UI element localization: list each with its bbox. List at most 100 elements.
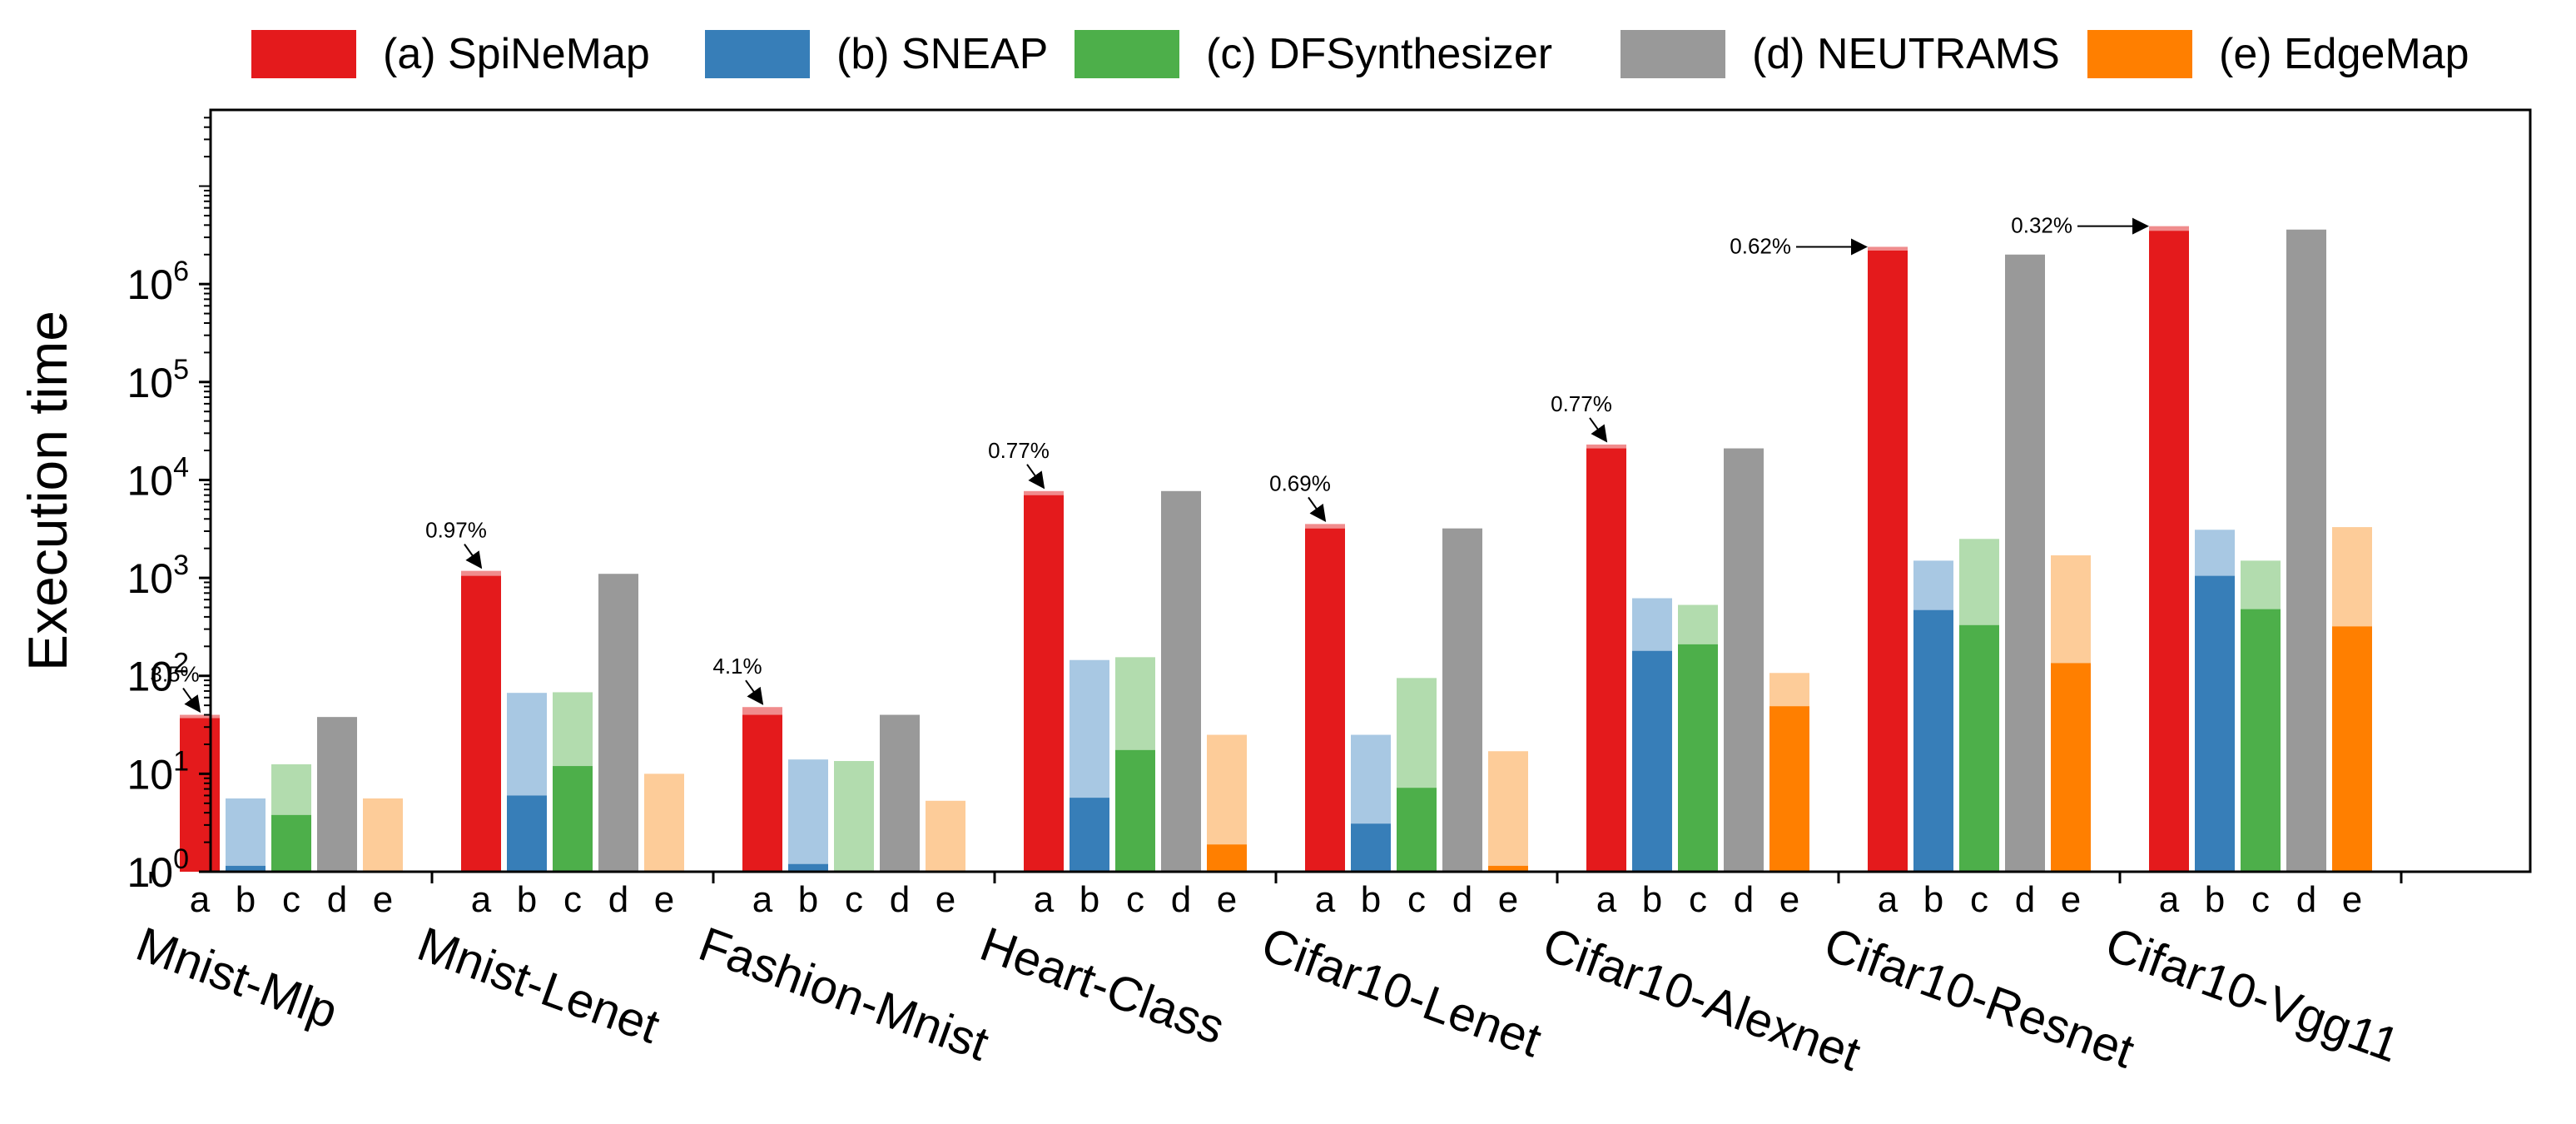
bar-1-d-dark [598, 574, 638, 872]
bar-3-e-light [1207, 734, 1247, 845]
bar-letter-0-b: b [236, 879, 256, 920]
y-tick-label-3: 103 [127, 550, 189, 602]
bar-6-b-light [1913, 560, 1953, 610]
group-label-1: Mnist-Lenet [411, 917, 667, 1054]
bar-letter-3-a: a [1034, 879, 1055, 920]
bar-0-a-light [180, 714, 220, 719]
annotation-arrow-2 [745, 679, 764, 705]
legend-label-3: (d) NEUTRAMS [1752, 30, 2060, 78]
bar-2-e-light [926, 800, 965, 872]
bars-layer [180, 226, 2372, 873]
bar-7-c-light [2241, 560, 2281, 609]
bar-2-d-dark [880, 714, 920, 872]
legend-label-0: (a) SpiNeMap [383, 30, 650, 78]
bar-letter-2-a: a [752, 879, 773, 920]
bar-letter-6-b: b [1923, 879, 1943, 920]
annotation-label-6: 0.62% [1730, 233, 1791, 258]
bar-letter-1-e: e [654, 879, 674, 920]
legend-swatch-2 [1075, 30, 1179, 78]
legend-label-1: (b) SNEAP [836, 30, 1048, 78]
bar-letter-7-e: e [2342, 879, 2362, 920]
bar-5-a-light [1586, 444, 1626, 449]
bar-2-b-dark [788, 863, 828, 872]
group-label-3: Heart-Class [974, 917, 1232, 1055]
bar-3-b-light [1070, 659, 1109, 798]
group-label-5: Cifar10-Alexnet [1536, 917, 1868, 1082]
bar-4-c-light [1397, 678, 1437, 788]
bar-letter-1-b: b [517, 879, 537, 920]
bar-letter-1-c: c [563, 879, 582, 920]
annotation-label-4: 0.69% [1269, 470, 1331, 495]
group-label-2: Fashion-Mnist [692, 917, 995, 1072]
bar-2-b-light [788, 759, 828, 864]
bar-1-a-dark [461, 575, 501, 872]
bar-letter-4-e: e [1498, 879, 1518, 920]
annotations-layer: 3.5% 0.97% 4.1% 0.77% 0.69% 0.77% 0.62% 0.32% [150, 213, 2149, 714]
bar-6-a-dark [1868, 250, 1908, 872]
bar-7-d-dark [2286, 229, 2326, 872]
bar-0-b-dark [226, 865, 266, 872]
annotation-label-0: 3.5% [150, 662, 199, 687]
bar-4-e-dark [1488, 865, 1528, 872]
bar-letter-7-a: a [2159, 879, 2180, 920]
bar-6-c-light [1959, 539, 1999, 625]
bar-5-e-light [1769, 673, 1809, 707]
bar-6-e-dark [2051, 663, 2091, 872]
bar-7-e-dark [2332, 626, 2372, 872]
bar-7-e-light [2332, 527, 2372, 627]
bar-3-e-dark [1207, 844, 1247, 872]
bar-6-c-dark [1959, 624, 1999, 872]
bar-letter-5-a: a [1596, 879, 1617, 920]
annotation-label-2: 4.1% [712, 654, 762, 679]
legend-swatch-1 [705, 30, 810, 78]
bar-letter-4-d: d [1452, 879, 1472, 920]
bar-2-a-dark [742, 714, 782, 872]
bar-6-b-dark [1913, 609, 1953, 872]
annotation-arrow-5 [1589, 417, 1608, 443]
bar-6-a-light [1868, 246, 1908, 251]
bar-4-a-dark [1305, 528, 1345, 872]
legend-label-2: (c) DFSynthesizer [1206, 30, 1552, 78]
bar-letter-4-a: a [1315, 879, 1336, 920]
bar-5-d-dark [1724, 448, 1764, 872]
legend-label-4: (e) EdgeMap [2219, 30, 2469, 78]
bar-letter-5-d: d [1734, 879, 1754, 920]
bar-4-b-dark [1351, 823, 1391, 872]
legend-swatch-3 [1621, 30, 1725, 78]
bar-1-b-light [507, 693, 547, 796]
bar-5-b-dark [1632, 650, 1672, 872]
y-axis-label: Execution time [17, 311, 78, 671]
bar-letter-6-d: d [2015, 879, 2035, 920]
group-label-7: Cifar10-Vgg11 [2099, 917, 2407, 1073]
bar-letter-5-b: b [1642, 879, 1662, 920]
bar-7-b-dark [2195, 575, 2235, 872]
bar-3-d-dark [1161, 490, 1201, 872]
bar-1-b-dark [507, 795, 547, 872]
bar-letter-4-b: b [1361, 879, 1381, 920]
annotation-arrow-4 [1308, 496, 1327, 522]
bar-4-e-light [1488, 751, 1528, 866]
bar-letter-0-c: c [282, 879, 300, 920]
bar-3-a-dark [1024, 495, 1064, 872]
bar-4-b-light [1351, 734, 1391, 824]
bar-7-a-light [2149, 226, 2189, 231]
y-tick-label-2: 102 [127, 648, 189, 700]
bar-4-c-dark [1397, 788, 1437, 872]
bar-0-d-dark [317, 717, 357, 872]
y-tick-label-5: 105 [127, 354, 189, 406]
group-label-6: Cifar10-Resnet [1818, 917, 2142, 1078]
bar-letter-0-a: a [190, 879, 211, 920]
bar-letter-7-c: c [2251, 879, 2270, 920]
bar-1-c-light [553, 692, 593, 767]
bar-letter-5-c: c [1689, 879, 1707, 920]
bar-letter-4-c: c [1407, 879, 1426, 920]
bar-letter-5-e: e [1779, 879, 1799, 920]
bar-5-a-dark [1586, 448, 1626, 872]
y-tick-label-6: 106 [127, 256, 189, 308]
bar-0-b-light [226, 798, 266, 866]
group-label-0: Mnist-Mlp [130, 917, 345, 1039]
bar-letter-6-c: c [1970, 879, 1988, 920]
bar-0-c-light [271, 763, 311, 815]
bar-letter-3-b: b [1080, 879, 1099, 920]
